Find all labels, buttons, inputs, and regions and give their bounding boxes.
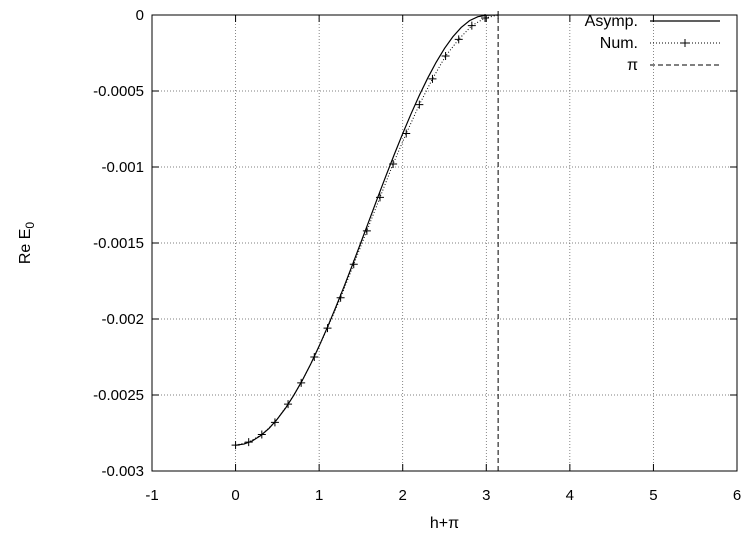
num-point-marker — [454, 35, 463, 44]
y-tick-label: -0.003 — [101, 463, 144, 480]
legend: Asymp. Num. π — [585, 13, 720, 74]
legend-label: Num. — [600, 35, 638, 52]
x-tick-label: 1 — [315, 487, 323, 504]
y-axis-title-main: Re E — [17, 229, 34, 265]
grid — [152, 15, 737, 471]
legend-label: Asymp. — [585, 13, 638, 30]
num-point-marker — [231, 441, 240, 450]
num-point-marker — [323, 324, 332, 333]
num-point-marker — [257, 430, 266, 439]
num-point-marker — [389, 159, 398, 168]
series-num-line — [235, 14, 499, 446]
num-point-marker — [244, 438, 253, 447]
x-tick-label: 6 — [733, 487, 741, 504]
num-point-marker — [441, 52, 450, 61]
num-point-marker — [336, 293, 345, 302]
num-point-marker — [375, 193, 384, 202]
x-tick-label: 2 — [399, 487, 407, 504]
y-axis-title-subscript: 0 — [23, 222, 37, 229]
y-tick-label: -0.0005 — [93, 83, 144, 100]
num-point-marker — [415, 100, 424, 109]
legend-marker — [681, 39, 689, 47]
x-tick-label: 0 — [231, 487, 239, 504]
x-tick-label: 5 — [649, 487, 657, 504]
series-asymp-line — [235, 14, 499, 446]
y-tick-label: -0.0025 — [93, 387, 144, 404]
y-tick-label: 0 — [136, 7, 144, 24]
num-point-marker — [467, 21, 476, 30]
series-layer — [231, 11, 503, 471]
num-point-marker — [297, 378, 306, 387]
x-axis-title: h+π — [430, 515, 459, 532]
x-tick-label: 3 — [482, 487, 490, 504]
y-tick-label: -0.002 — [101, 311, 144, 328]
num-point-marker — [349, 260, 358, 269]
num-point-marker — [428, 74, 437, 83]
num-point-marker — [362, 226, 371, 235]
y-tick-label: -0.0015 — [93, 235, 144, 252]
x-tick-label: 4 — [566, 487, 574, 504]
x-tick-label: -1 — [145, 487, 158, 504]
num-point-marker — [310, 353, 319, 361]
num-point-marker — [402, 129, 411, 138]
tick-layer: -1 0 1 2 3 4 5 6 0 -0.0005 -0.001 -0.0015 -0.002 -0.0… — [93, 7, 741, 504]
num-point-marker — [284, 400, 293, 409]
y-axis-title: Re E0 — [17, 222, 37, 265]
legend-label: π — [627, 57, 638, 74]
y-tick-label: -0.001 — [101, 159, 144, 176]
num-point-marker — [270, 418, 279, 427]
